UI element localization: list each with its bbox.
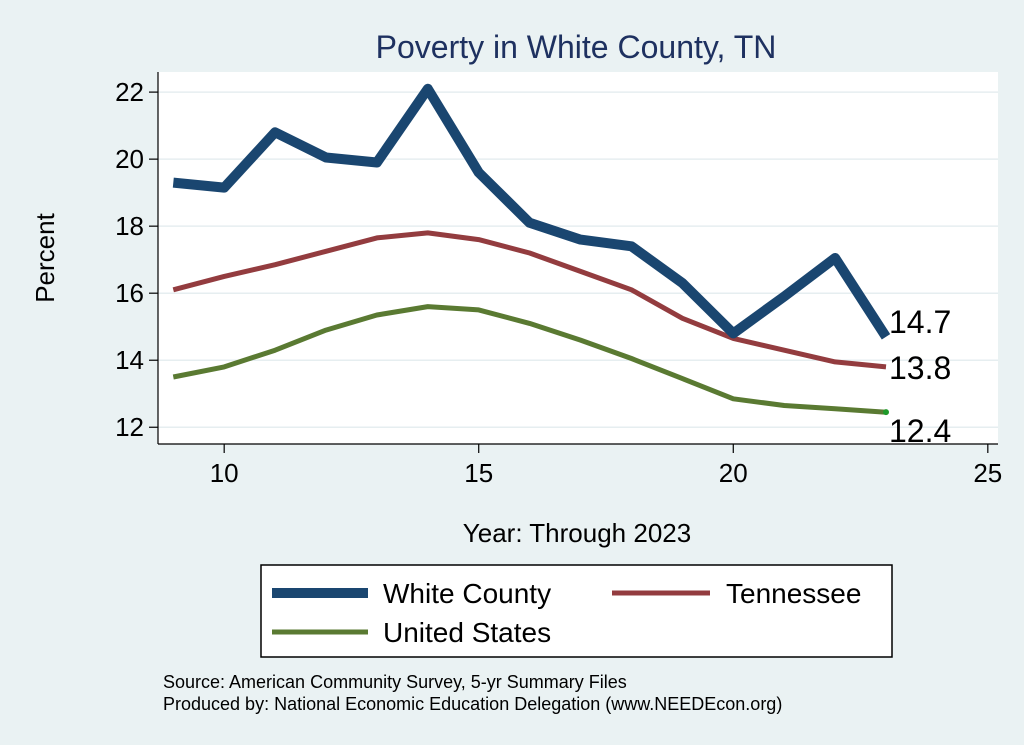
y-tick-label-16: 16: [115, 278, 144, 308]
end-label-tennessee: 13.8: [889, 350, 951, 386]
y-tick-label-20: 20: [115, 144, 144, 174]
source-note: Source: American Community Survey, 5-yr …: [163, 672, 627, 692]
x-tick-label-20: 20: [719, 458, 748, 488]
legend-label-tennessee: Tennessee: [726, 578, 861, 609]
x-tick-label-10: 10: [210, 458, 239, 488]
y-tick-label-14: 14: [115, 345, 144, 375]
legend-label-white-county: White County: [383, 578, 551, 609]
axes: 12 14 16 18 20 22 10 15 20 25: [115, 72, 1002, 488]
grid-lines: [158, 91, 998, 428]
legend-box: [260, 564, 893, 658]
y-axis-title: Percent: [30, 212, 60, 302]
legend-label-united-states: United States: [383, 617, 551, 648]
x-tick-label-25: 25: [973, 458, 1002, 488]
x-axis-title: Year: Through 2023: [463, 518, 691, 548]
series-line-tennessee: [172, 230, 887, 370]
producer-note: Produced by: National Economic Education…: [163, 694, 782, 714]
plot-area: [158, 72, 998, 444]
y-tick-label-12: 12: [115, 412, 144, 442]
y-tick-label-22: 22: [115, 77, 144, 107]
series-line-united-states: [172, 304, 887, 415]
series-lines: [172, 83, 891, 416]
end-marker-united-states: [883, 409, 889, 416]
end-label-united-states: 12.4: [889, 413, 951, 449]
y-tick-label-18: 18: [115, 211, 144, 241]
chart-title: Poverty in White County, TN: [376, 29, 777, 65]
end-label-white-county: 14.7: [889, 304, 951, 340]
x-tick-label-15: 15: [464, 458, 493, 488]
series-line-white-county: [172, 83, 891, 340]
legend: White County Tennessee United States: [260, 564, 893, 658]
end-labels: 14.7 13.8 12.4: [889, 304, 951, 449]
